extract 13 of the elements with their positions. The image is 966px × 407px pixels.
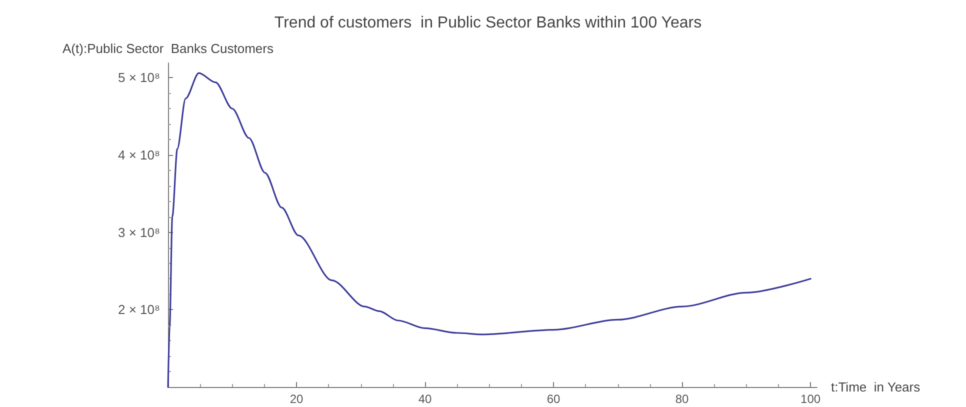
y-tick-label: 2 × 10⁸ <box>118 302 160 318</box>
x-tick-label: 20 <box>290 392 304 406</box>
x-tick-label: 60 <box>546 392 561 406</box>
x-axis-title: t:Time in Years <box>831 380 921 394</box>
line-series <box>167 72 812 388</box>
y-tick-label: 4 × 10⁸ <box>118 148 160 163</box>
y-tick-label: 5 × 10⁸ <box>118 70 160 86</box>
y-tick-label: 3 × 10⁸ <box>118 224 160 240</box>
x-tick-label: 100 <box>800 392 821 406</box>
y-axis-title: A(t):Public Sector Banks Customers <box>62 41 274 56</box>
x-tick-label: 40 <box>418 392 432 406</box>
x-tick-label: 80 <box>675 392 690 406</box>
chart-title: Trend of customers in Public Sector Banks within 100 Years <box>274 14 702 32</box>
